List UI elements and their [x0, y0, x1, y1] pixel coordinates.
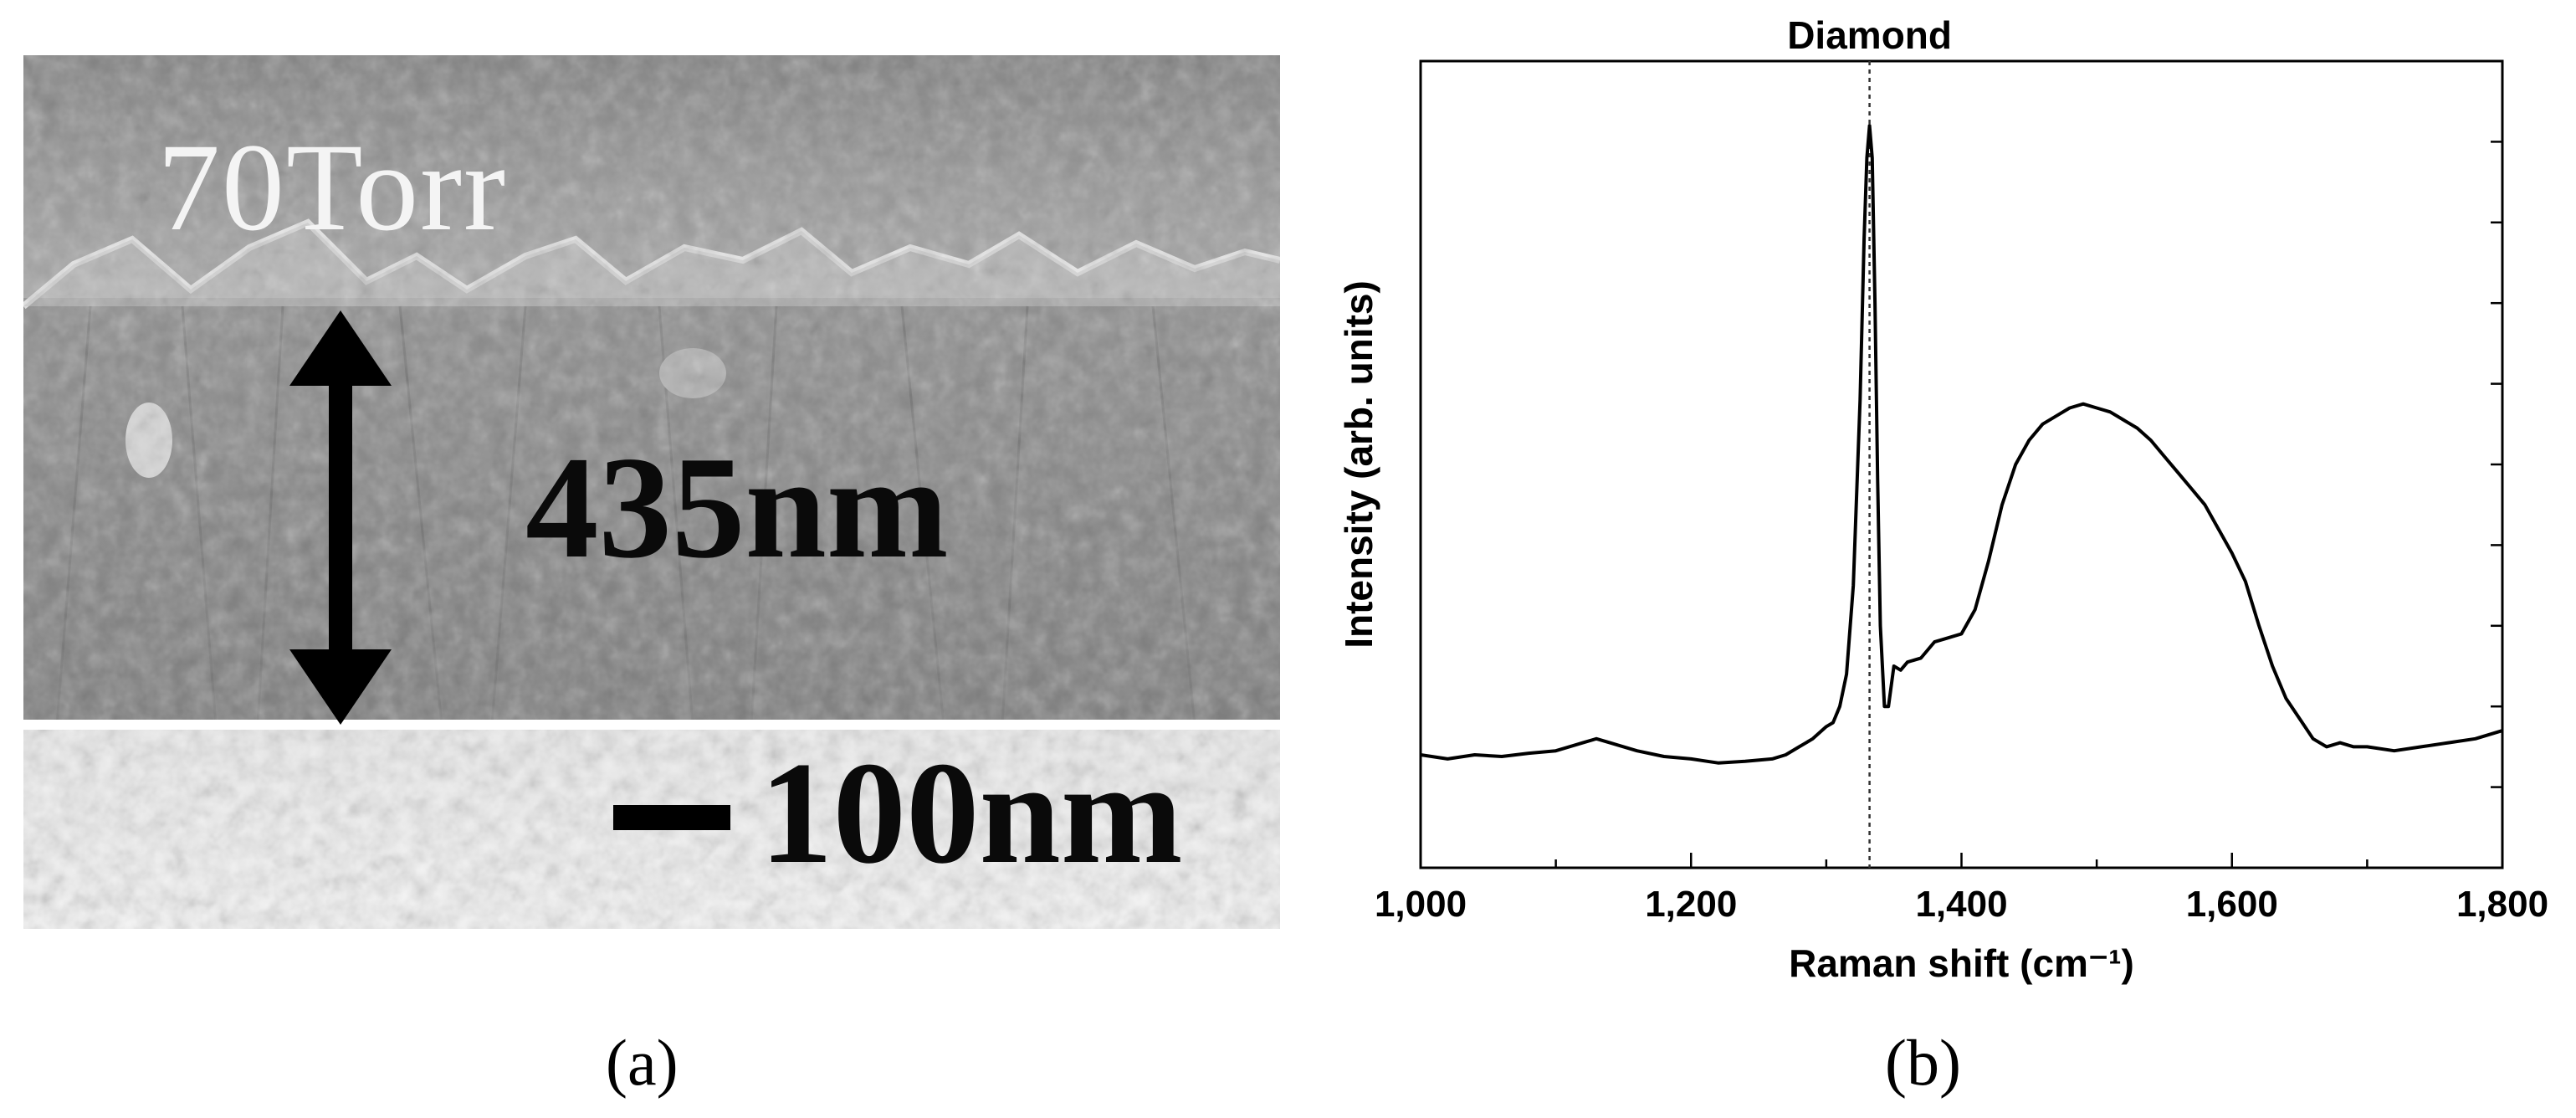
panel-b-label: (b) — [1885, 1026, 1961, 1099]
x-tick-label: 1,800 — [2456, 884, 2548, 925]
pressure-label: 70Torr — [157, 118, 508, 257]
y-axis-label: Intensity (arb. units) — [1337, 280, 1380, 649]
x-tick-label: 1,400 — [1915, 884, 2007, 925]
sem-image: 70Torr 435nm 100nm — [23, 55, 1280, 929]
x-tick-label: 1,600 — [2186, 884, 2278, 925]
x-tick-label: 1,200 — [1645, 884, 1737, 925]
chart-title: Diamond — [1787, 13, 1952, 57]
x-axis-label: Raman shift (cm⁻¹) — [1789, 941, 2134, 985]
scale-bar-label: 100nm — [760, 731, 1183, 894]
scale-bar — [613, 805, 730, 830]
x-tick-label: 1,000 — [1375, 884, 1467, 925]
panel-a-label: (a) — [606, 1026, 679, 1099]
thickness-arrow — [289, 310, 392, 725]
raman-spectrum-line — [1420, 124, 2503, 765]
thickness-label: 435nm — [525, 426, 949, 588]
raman-chart: 1,000 1,200 1,400 1,600 1,800 Diamond Raman sh… — [1337, 13, 2548, 985]
plot-frame — [1419, 59, 2504, 869]
